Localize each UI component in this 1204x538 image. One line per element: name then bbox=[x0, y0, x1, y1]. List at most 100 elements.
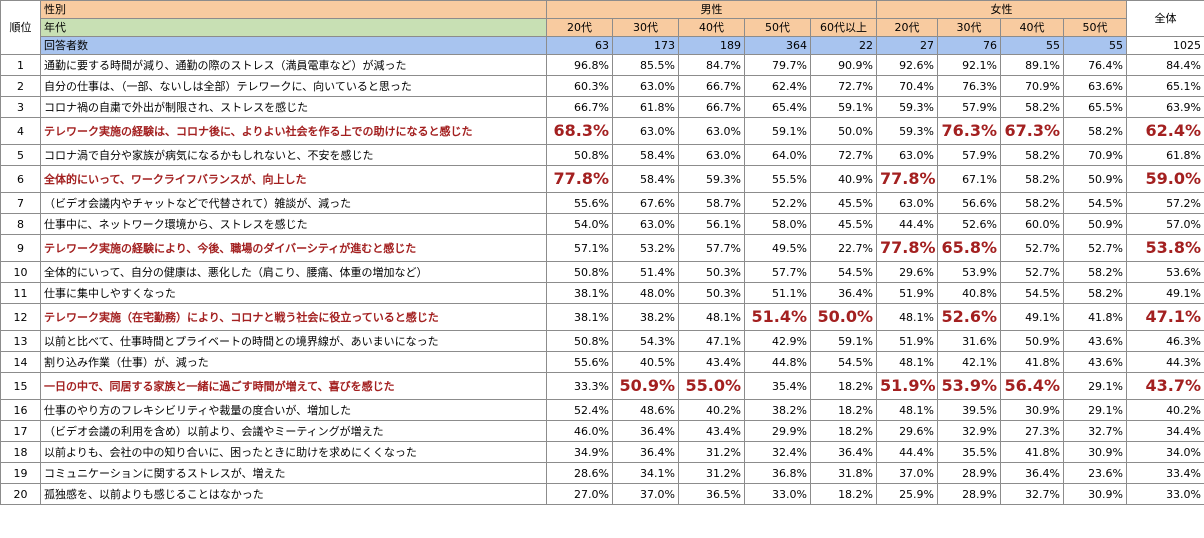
value-cell: 33.3% bbox=[546, 372, 613, 400]
value-cell: 96.8% bbox=[546, 54, 613, 76]
value-cell: 48.1% bbox=[876, 399, 939, 421]
value-cell: 48.1% bbox=[678, 303, 745, 331]
value-cell: 51.4% bbox=[744, 303, 811, 331]
value-cell: 50.0% bbox=[809, 117, 878, 145]
value-cell: 63.0% bbox=[612, 75, 679, 97]
item-text: テレワーク実施の経験は、コロナ後に、よりよい社会を作る上での助けになると感じた bbox=[40, 117, 547, 145]
value-cell: 68.3% bbox=[546, 117, 613, 145]
male-header: 男性 bbox=[545, 0, 878, 19]
rank-header: 順位 bbox=[0, 0, 41, 55]
value-cell: 89.1% bbox=[1000, 54, 1065, 76]
rank-cell: 11 bbox=[0, 282, 41, 304]
age-column-header: 30代 bbox=[937, 18, 1002, 37]
value-cell: 63.6% bbox=[1063, 75, 1128, 97]
value-cell: 50.8% bbox=[546, 261, 613, 283]
value-cell: 25.9% bbox=[876, 483, 939, 505]
value-cell: 28.9% bbox=[937, 483, 1002, 505]
rank-cell: 12 bbox=[0, 303, 41, 331]
value-cell: 66.7% bbox=[678, 96, 745, 118]
value-cell: 65.5% bbox=[1063, 96, 1128, 118]
value-cell: 44.8% bbox=[744, 351, 811, 373]
value-cell: 63.9% bbox=[1126, 96, 1204, 118]
value-cell: 76.4% bbox=[1063, 54, 1128, 76]
respondent-count: 1025 bbox=[1126, 36, 1204, 55]
respondent-count: 55 bbox=[1063, 36, 1128, 55]
value-cell: 36.5% bbox=[678, 483, 745, 505]
value-cell: 38.1% bbox=[546, 282, 613, 304]
respondent-count: 63 bbox=[546, 36, 613, 55]
item-text: コロナ渦で自分や家族が病気になるかもしれないと、不安を感じた bbox=[40, 144, 547, 166]
value-cell: 37.0% bbox=[876, 462, 939, 484]
value-cell: 76.3% bbox=[937, 75, 1002, 97]
item-text: コミュニケーションに関するストレスが、増えた bbox=[40, 462, 547, 484]
item-text: 仕事に集中しやすくなった bbox=[40, 282, 547, 304]
respondent-count: 55 bbox=[1000, 36, 1065, 55]
value-cell: 22.7% bbox=[809, 234, 878, 262]
value-cell: 60.0% bbox=[1000, 213, 1065, 235]
table-row: 6 全体的にいって、ワークライフバランスが、向上した 77.8% 58.4% 59.3%… bbox=[0, 165, 1204, 193]
value-cell: 18.2% bbox=[809, 399, 878, 421]
value-cell: 38.2% bbox=[612, 303, 679, 331]
age-label: 年代 bbox=[40, 18, 547, 37]
value-cell: 65.4% bbox=[744, 96, 811, 118]
value-cell: 42.1% bbox=[937, 351, 1002, 373]
table-row: 10 全体的にいって、自分の健康は、悪化した（肩こり、腰痛、体重の増加など） 50.… bbox=[0, 261, 1204, 283]
value-cell: 59.3% bbox=[876, 117, 939, 145]
value-cell: 51.4% bbox=[612, 261, 679, 283]
value-cell: 72.7% bbox=[809, 75, 878, 97]
value-cell: 58.4% bbox=[612, 144, 679, 166]
value-cell: 64.0% bbox=[744, 144, 811, 166]
value-cell: 59.3% bbox=[876, 96, 939, 118]
item-text: 仕事中に、ネットワーク環境から、ストレスを感じた bbox=[40, 213, 547, 235]
value-cell: 53.2% bbox=[612, 234, 679, 262]
value-cell: 52.7% bbox=[1000, 234, 1065, 262]
value-cell: 32.9% bbox=[937, 420, 1002, 442]
value-cell: 27.3% bbox=[1000, 420, 1065, 442]
value-cell: 44.3% bbox=[1126, 351, 1204, 373]
value-cell: 43.4% bbox=[678, 351, 745, 373]
item-text: （ビデオ会議内やチャットなどで代替されて）雑談が、減った bbox=[40, 192, 547, 214]
value-cell: 36.8% bbox=[744, 462, 811, 484]
value-cell: 41.8% bbox=[1000, 441, 1065, 463]
table-row: 14 割り込み作業（仕事）が、減った 55.6% 40.5% 43.4% 44.8% 54.… bbox=[0, 351, 1204, 373]
value-cell: 32.7% bbox=[1063, 420, 1128, 442]
table-row: 7 （ビデオ会議内やチャットなどで代替されて）雑談が、減った 55.6% 67.6% 5… bbox=[0, 192, 1204, 214]
value-cell: 50.8% bbox=[546, 330, 613, 352]
value-cell: 50.8% bbox=[546, 144, 613, 166]
value-cell: 77.8% bbox=[876, 165, 939, 193]
table-row: 11 仕事に集中しやすくなった 38.1% 48.0% 50.3% 51.1% 36.4% 5… bbox=[0, 282, 1204, 304]
age-column-header: 40代 bbox=[1000, 18, 1065, 37]
value-cell: 29.6% bbox=[876, 261, 939, 283]
value-cell: 46.3% bbox=[1126, 330, 1204, 352]
value-cell: 65.8% bbox=[937, 234, 1002, 262]
value-cell: 42.9% bbox=[744, 330, 811, 352]
value-cell: 40.5% bbox=[612, 351, 679, 373]
value-cell: 52.4% bbox=[546, 399, 613, 421]
value-cell: 40.2% bbox=[678, 399, 745, 421]
rank-cell: 2 bbox=[0, 75, 41, 97]
value-cell: 59.3% bbox=[678, 165, 745, 193]
value-cell: 63.0% bbox=[678, 144, 745, 166]
respondent-count: 76 bbox=[937, 36, 1002, 55]
value-cell: 57.9% bbox=[937, 96, 1002, 118]
value-cell: 51.1% bbox=[744, 282, 811, 304]
table-row: 9 テレワーク実施の経験により、今後、職場のダイバーシティが進むと感じた 57.1%… bbox=[0, 234, 1204, 262]
value-cell: 52.2% bbox=[744, 192, 811, 214]
value-cell: 37.0% bbox=[612, 483, 679, 505]
value-cell: 57.1% bbox=[546, 234, 613, 262]
value-cell: 58.0% bbox=[744, 213, 811, 235]
value-cell: 67.3% bbox=[1000, 117, 1065, 145]
value-cell: 58.2% bbox=[1063, 261, 1128, 283]
value-cell: 84.7% bbox=[678, 54, 745, 76]
value-cell: 79.7% bbox=[744, 54, 811, 76]
value-cell: 40.9% bbox=[809, 165, 878, 193]
value-cell: 18.2% bbox=[809, 420, 878, 442]
value-cell: 35.5% bbox=[937, 441, 1002, 463]
age-column-header: 50代 bbox=[744, 18, 811, 37]
value-cell: 36.4% bbox=[809, 282, 878, 304]
item-text: 自分の仕事は、（一部、ないしは全部）テレワークに、向いていると思った bbox=[40, 75, 547, 97]
value-cell: 62.4% bbox=[1126, 117, 1204, 145]
value-cell: 29.6% bbox=[876, 420, 939, 442]
value-cell: 51.9% bbox=[876, 282, 939, 304]
value-cell: 63.0% bbox=[876, 144, 939, 166]
